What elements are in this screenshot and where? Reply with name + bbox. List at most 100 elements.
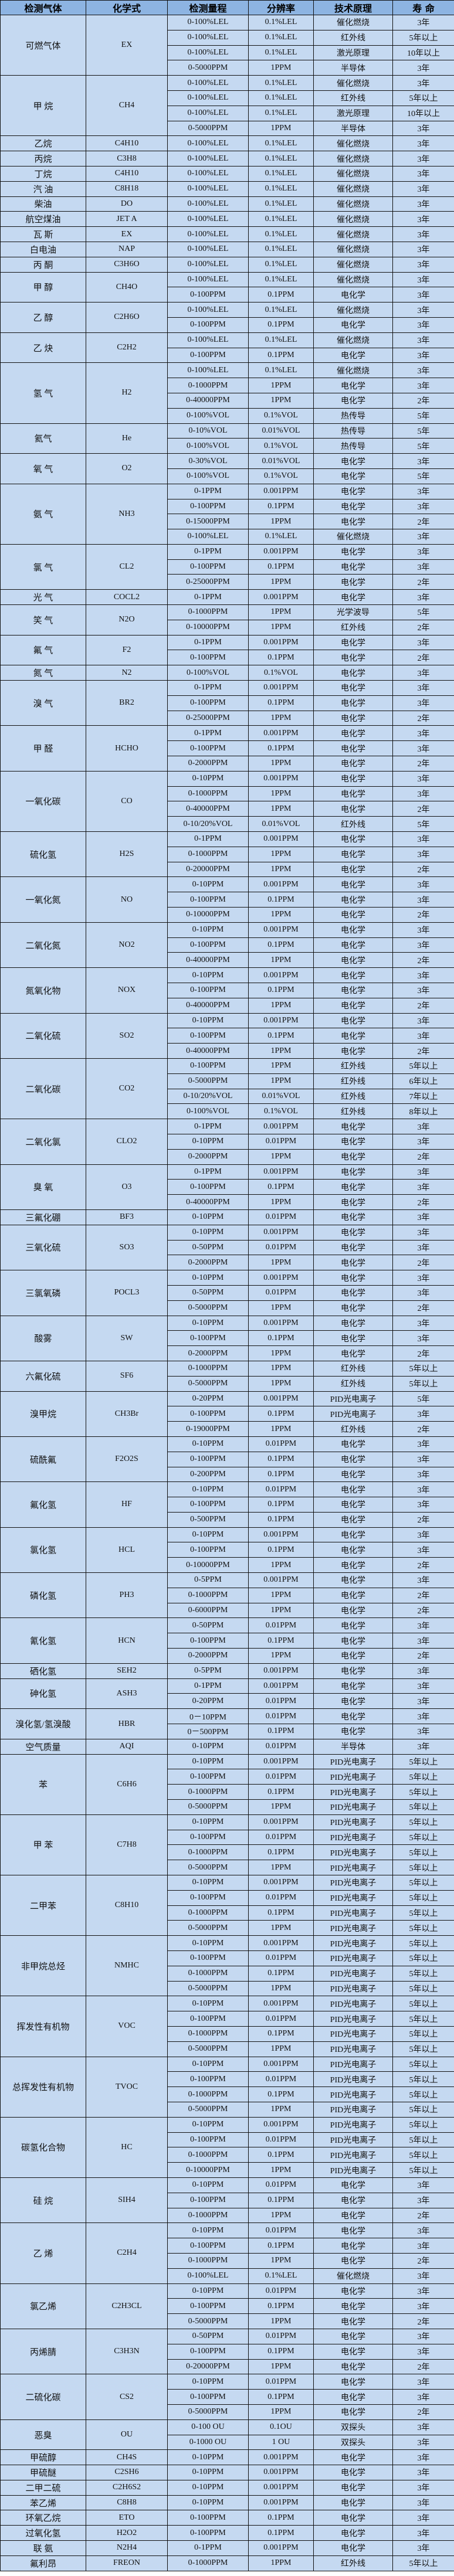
gas-name-cell: 氮 气 <box>0 665 86 681</box>
lifetime-cell: 5年 <box>392 604 454 620</box>
principle-cell: 催化燃烧 <box>313 271 393 288</box>
range-cell: 0-100%LEL <box>167 15 249 30</box>
range-cell: 0-100%LEL <box>167 105 249 121</box>
principle-cell: 电化学 <box>313 2192 393 2208</box>
formula-cell: CH3Br <box>86 1391 168 1437</box>
resolution-cell: 0.1PPM <box>248 2086 314 2102</box>
range-cell: 0-1000PPM <box>167 2086 249 2102</box>
range-cell: 0-10PPM <box>167 2479 249 2496</box>
principle-cell: 光学波导 <box>313 604 393 620</box>
table-row: 0-40000PPM 1PPM 电化学 2年 <box>1 1194 454 1210</box>
principle-cell: 电化学 <box>313 1300 393 1316</box>
principle-cell: 催化燃烧 <box>313 196 393 212</box>
table-row: 0-2000PPM 1PPM 电化学 2年 <box>1 756 454 772</box>
principle-cell: 电化学 <box>313 1119 393 1134</box>
range-cell: 0-10000PPM <box>167 907 249 923</box>
principle-cell: PID光电离子 <box>313 1784 393 1800</box>
resolution-cell: 1PPM <box>248 846 314 862</box>
range-cell: 0-20PPM <box>167 1391 249 1407</box>
lifetime-cell: 3年 <box>392 1179 454 1195</box>
range-cell: 0-1000PPM <box>167 2026 249 2042</box>
table-row: 0-5000PPM 1PPM PID光电离子 5年以上 <box>1 1799 454 1815</box>
table-row: 甲 苯 C7H8 0-10PPM 0.001PPM PID光电离子 5年以上 <box>0 1814 454 1876</box>
lifetime-cell: 8年以上 <box>392 1103 454 1120</box>
principle-cell: 电化学 <box>313 1587 393 1603</box>
lifetime-cell: 5年以上 <box>392 2132 454 2148</box>
principle-cell: PID光电离子 <box>313 1920 393 1936</box>
table-row: 碳氢化合物 HC 0-10PPM 0.001PPM PID光电离子 5年以上 <box>0 2116 454 2178</box>
header-formula: 化学式 <box>86 0 168 15</box>
formula-cell: HCL <box>86 1527 168 1574</box>
resolution-cell: 0.01PPM <box>248 1829 314 1846</box>
principle-cell: 激光原理 <box>313 45 393 61</box>
table-row: 三氧化硫 SO3 0-10PPM 0.001PPM 电化学 3年 <box>0 1224 454 1271</box>
range-cell: 0-5000PPM <box>167 1799 249 1815</box>
formula-cell: N2O <box>86 604 168 635</box>
lifetime-cell: 5年以上 <box>392 2116 454 2133</box>
resolution-cell: 0.01%VOL <box>248 1088 314 1105</box>
range-cell: 0-5000PPM <box>167 2313 249 2329</box>
principle-cell: 电化学 <box>313 1436 393 1452</box>
lifetime-cell: 2年 <box>392 1602 454 1619</box>
gas-name-cell: 总挥发性有机物 <box>0 2056 86 2118</box>
resolution-cell: 1PPM <box>248 1073 314 1089</box>
lifetime-cell: 5年以上 <box>392 1844 454 1861</box>
resolution-cell: 1PPM <box>248 710 314 726</box>
lifetime-cell: 3年 <box>392 135 454 152</box>
gas-name-cell: 丙烷 <box>0 151 86 166</box>
principle-cell: 电化学 <box>313 2313 393 2329</box>
principle-cell: PID光电离子 <box>313 2162 393 2178</box>
range-cell: 0-100%LEL <box>167 302 249 318</box>
lifetime-cell: 3年 <box>392 634 454 651</box>
resolution-cell: 0.001PPM <box>248 1527 314 1543</box>
range-cell: 0-100%LEL <box>167 75 249 91</box>
principle-cell: 电化学 <box>313 347 393 363</box>
gas-name-cell: 二甲苯 <box>0 1875 86 1936</box>
gas-name-cell: 白电油 <box>0 241 86 257</box>
principle-cell: 催化燃烧 <box>313 362 393 379</box>
range-cell: 0-100%VOL <box>167 407 249 424</box>
principle-cell: 电化学 <box>313 937 393 953</box>
principle-cell: 催化燃烧 <box>313 15 393 30</box>
gas-name-cell: 溴化氢/氢溴酸 <box>0 1708 86 1739</box>
lifetime-cell: 5年以上 <box>392 1980 454 1997</box>
formula-cell: N2 <box>86 665 168 681</box>
resolution-cell: 0.01PPM <box>248 1617 314 1634</box>
gas-name-cell: 氯乙烯 <box>0 2283 86 2329</box>
formula-cell: ASH3 <box>86 1678 168 1710</box>
principle-cell: 电化学 <box>313 1542 393 1558</box>
range-cell: 0-10PPM <box>167 1875 249 1891</box>
table-row: 0-100PPM 0.1PPM 电化学 3年 <box>1 2389 454 2405</box>
lifetime-cell: 3年 <box>392 226 454 242</box>
resolution-cell: 0.1PPM <box>248 1179 314 1195</box>
principle-cell: 电化学 <box>313 665 393 681</box>
resolution-cell: 0.001PPM <box>248 1270 314 1286</box>
table-row: 硒化氢 SEH2 0-5PPM 0.001PPM 电化学 3年 <box>0 1663 454 1679</box>
principle-cell: 电化学 <box>313 650 393 666</box>
range-cell: 0-10PPM <box>167 1270 249 1286</box>
lifetime-cell: 3年 <box>392 529 454 545</box>
principle-cell: 电化学 <box>313 1194 393 1210</box>
principle-cell: PID光电离子 <box>313 1814 393 1830</box>
resolution-cell: 0.001PPM <box>248 2495 314 2511</box>
range-cell: 0-1PPM <box>167 1164 249 1180</box>
principle-cell: 电化学 <box>313 1617 393 1634</box>
lifetime-cell: 2年 <box>392 1300 454 1316</box>
principle-cell: 电化学 <box>313 2525 393 2541</box>
resolution-cell: 0.1PPM <box>248 740 314 757</box>
gas-name-cell: 乙 醇 <box>0 302 86 333</box>
resolution-cell: 0.1%LEL <box>248 151 314 166</box>
range-cell: 0-5000PPM <box>167 1073 249 1089</box>
resolution-cell: 0.1%LEL <box>248 15 314 30</box>
lifetime-cell: 5年 <box>392 423 454 439</box>
table-row: 可燃气体 EX 0-100%LEL 0.1%LEL 催化燃烧 3年 <box>0 14 454 76</box>
principle-cell: 催化燃烧 <box>313 226 393 242</box>
principle-cell: 电化学 <box>313 1572 393 1588</box>
principle-cell: 电化学 <box>313 2465 393 2480</box>
table-row: 0-100PPM 0.1PPM 电化学 3年 <box>1 2298 454 2315</box>
lifetime-cell: 3年 <box>392 378 454 393</box>
lifetime-cell: 3年 <box>392 2283 454 2299</box>
table-row: 白电油 NAP 0-100%LEL 0.1%LEL 催化燃烧 3年 <box>0 241 454 257</box>
principle-cell: 电化学 <box>313 468 393 484</box>
lifetime-cell: 3年 <box>392 1542 454 1558</box>
